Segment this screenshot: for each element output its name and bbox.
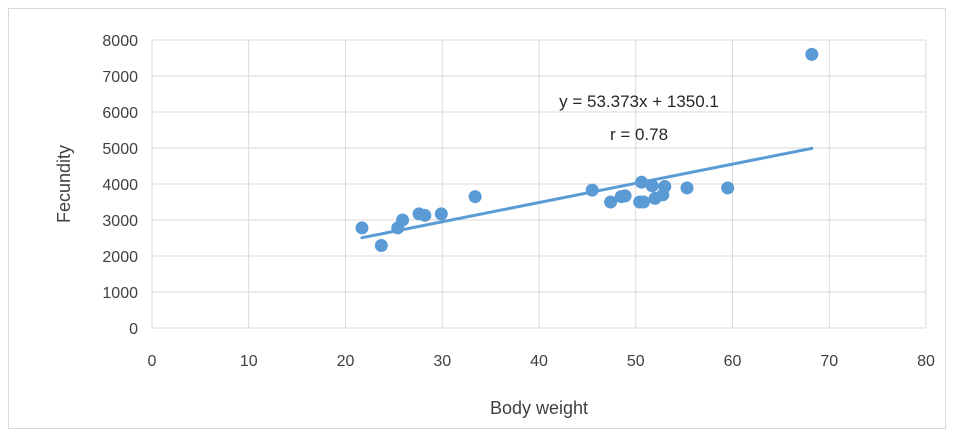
x-tick-label: 40	[530, 353, 548, 370]
y-tick-labels: 0 1000 2000 3000 4000 5000 6000 7000 8000	[102, 33, 138, 338]
y-tick-label: 3000	[102, 213, 138, 230]
y-tick-label: 7000	[102, 69, 138, 86]
y-axis-title: Fecundity	[54, 145, 74, 223]
y-tick-label: 6000	[102, 105, 138, 122]
x-tick-labels: 0 10 20 30 40 50 60 70 80	[148, 353, 935, 370]
trendline-equation: y = 53.373x + 1350.1	[559, 92, 719, 111]
data-point	[374, 239, 388, 253]
x-tick-label: 50	[627, 353, 645, 370]
data-point	[396, 213, 410, 227]
data-point	[721, 181, 735, 195]
data-point	[658, 180, 672, 194]
data-point	[635, 175, 649, 189]
x-tick-label: 70	[820, 353, 838, 370]
y-tick-label: 5000	[102, 141, 138, 158]
data-point	[355, 221, 369, 235]
data-point	[418, 208, 432, 222]
data-point	[805, 47, 819, 61]
x-tick-label: 10	[240, 353, 258, 370]
correlation-label: r = 0.78	[610, 125, 668, 144]
x-tick-label: 20	[337, 353, 355, 370]
chart-frame	[8, 8, 946, 429]
x-axis-title: Body weight	[490, 398, 588, 418]
x-tick-label: 80	[917, 353, 935, 370]
x-tick-label: 60	[724, 353, 742, 370]
data-point	[645, 179, 659, 193]
data-points	[355, 47, 819, 253]
grid-lines	[151, 39, 927, 329]
data-point	[636, 195, 650, 209]
data-point	[680, 181, 694, 195]
x-tick-label: 30	[433, 353, 451, 370]
y-tick-label: 1000	[102, 285, 138, 302]
y-tick-label: 0	[129, 321, 138, 338]
data-point	[585, 183, 599, 197]
y-tick-label: 2000	[102, 249, 138, 266]
data-point	[604, 195, 618, 209]
data-point	[434, 207, 448, 221]
y-tick-label: 4000	[102, 177, 138, 194]
x-tick-label: 0	[148, 353, 157, 370]
data-point	[618, 189, 632, 203]
data-point	[468, 190, 482, 204]
y-tick-label: 8000	[102, 33, 138, 50]
